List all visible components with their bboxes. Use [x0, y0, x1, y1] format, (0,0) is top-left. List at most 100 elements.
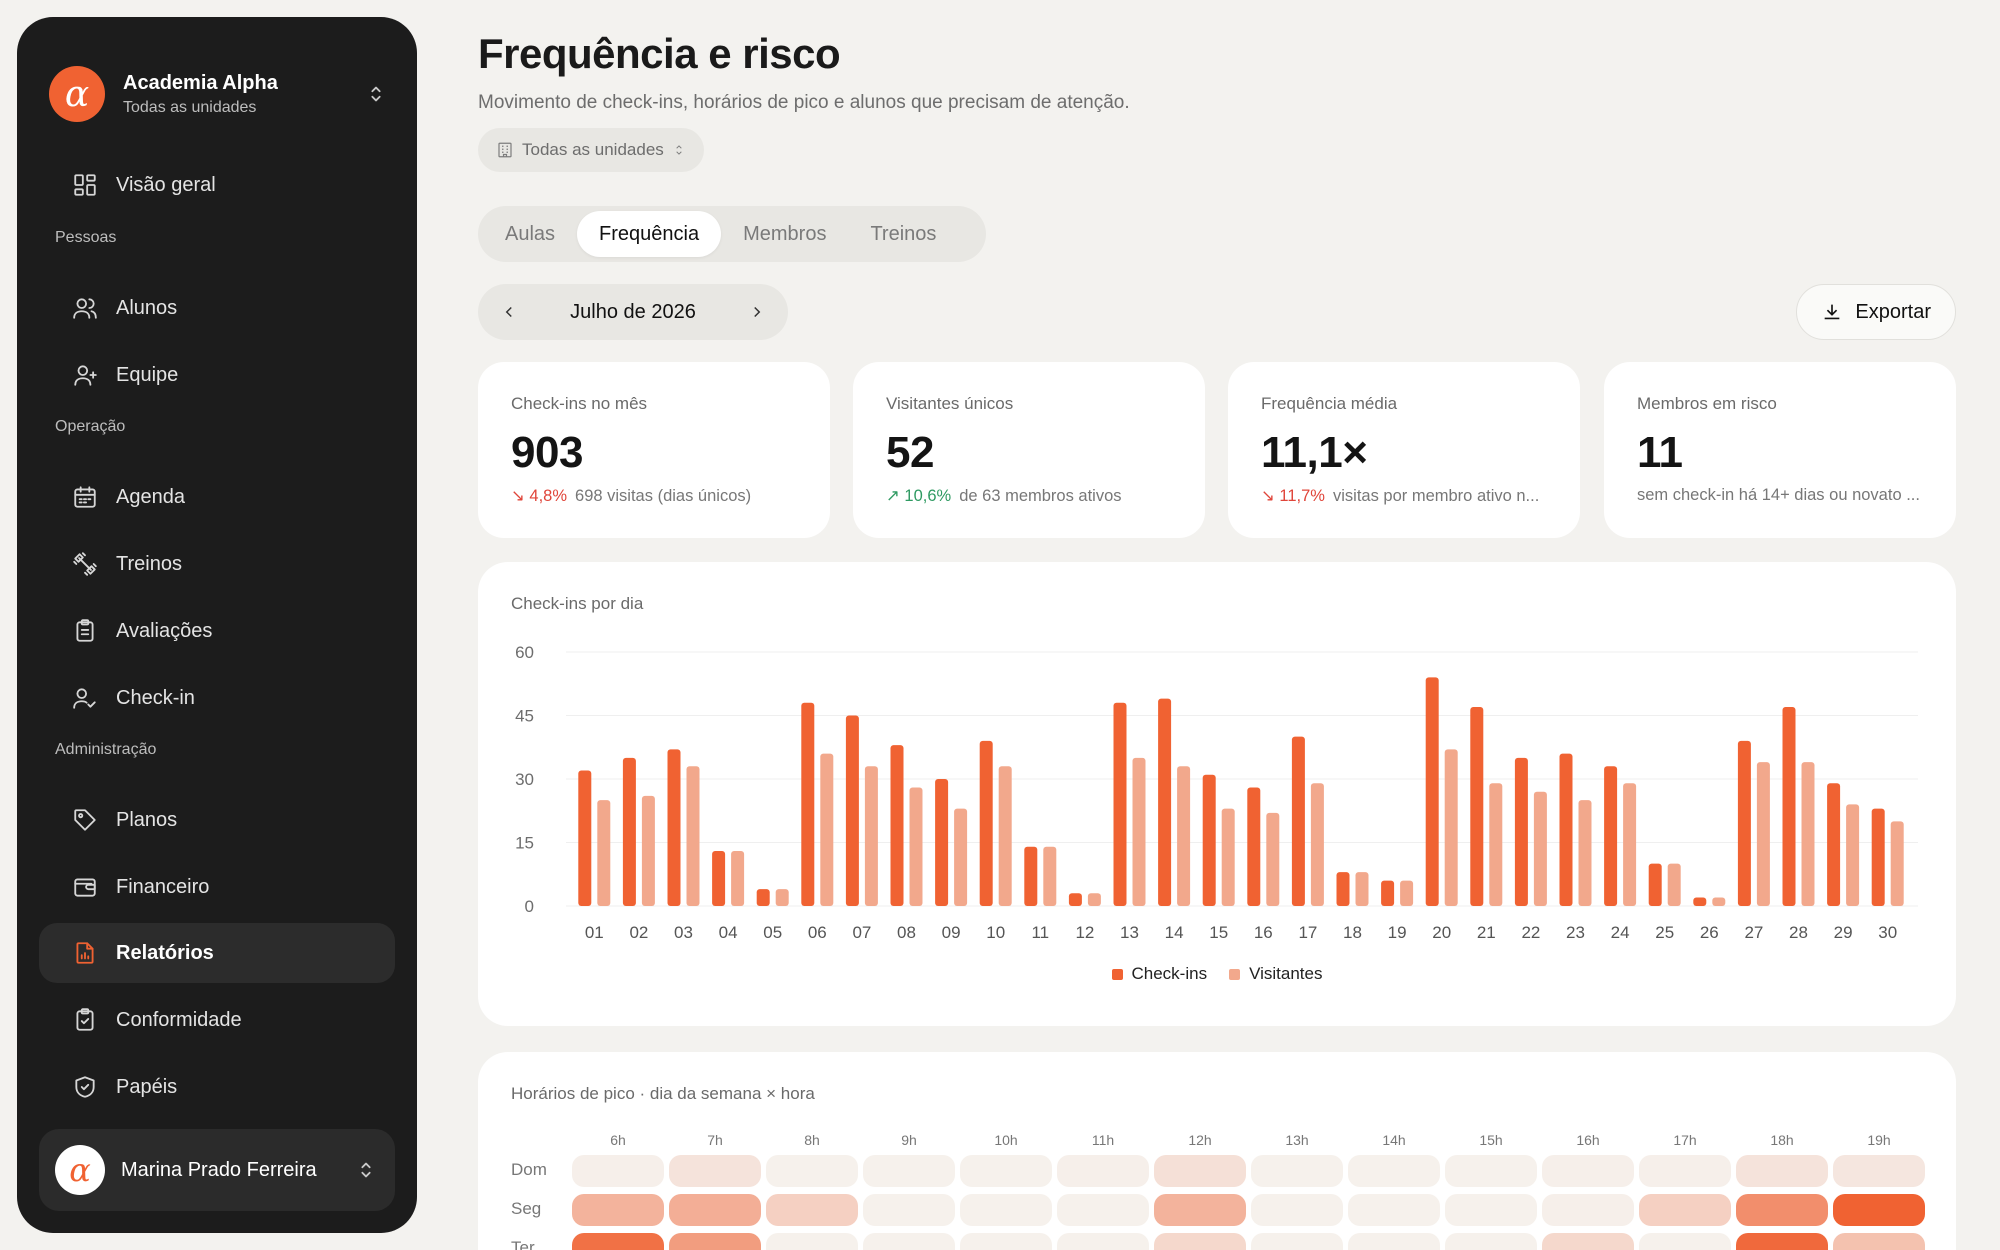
- heatmap-cell[interactable]: [669, 1233, 761, 1250]
- x-tick-label: 20: [1432, 923, 1451, 942]
- bar-visitantes-16: [1266, 812, 1280, 906]
- heatmap-cell[interactable]: [1348, 1233, 1440, 1250]
- heatmap-cell[interactable]: [1445, 1233, 1537, 1250]
- sidebar-item-label: Papéis: [116, 1075, 178, 1098]
- sidebar-item-label: Planos: [116, 808, 178, 831]
- heatmap-cell[interactable]: [572, 1194, 664, 1226]
- heatmap-cell[interactable]: [1542, 1155, 1634, 1187]
- heatmap-cell[interactable]: [1154, 1233, 1246, 1250]
- heatmap-cell[interactable]: [863, 1194, 955, 1226]
- wallet-icon: [74, 878, 96, 897]
- bar-checkins-11: [1024, 846, 1038, 906]
- heatmap-cell[interactable]: [1542, 1194, 1634, 1226]
- heatmap-cell[interactable]: [1251, 1233, 1343, 1250]
- hour-label: 16h: [1576, 1132, 1600, 1148]
- heatmap-cell[interactable]: [1833, 1233, 1925, 1250]
- heatmap-cell[interactable]: [1057, 1155, 1149, 1187]
- sidebar-item-equipe[interactable]: Equipe: [39, 345, 395, 405]
- heatmap-cell[interactable]: [863, 1233, 955, 1250]
- tag-icon: [74, 809, 96, 831]
- heatmap-cell[interactable]: [1445, 1155, 1537, 1187]
- x-tick-label: 15: [1209, 923, 1228, 942]
- heatmap-cell[interactable]: [766, 1233, 858, 1250]
- unit-filter-label: Todas as unidades: [522, 140, 664, 159]
- heatmap-cell[interactable]: [1057, 1233, 1149, 1250]
- sidebar-item-agenda[interactable]: Agenda: [39, 467, 395, 527]
- sidebar: α Academia Alpha Todas as unidades Visão…: [17, 17, 417, 1233]
- hour-label: 11h: [1091, 1132, 1115, 1148]
- heatmap-cell[interactable]: [572, 1155, 664, 1187]
- chevron-right-icon[interactable]: [748, 303, 766, 321]
- heatmap-cell[interactable]: [1154, 1194, 1246, 1226]
- bar-visitantes-10: [998, 766, 1012, 906]
- bar-visitantes-05: [775, 889, 789, 906]
- heatmap-cell[interactable]: [766, 1194, 858, 1226]
- tab-aulas[interactable]: Aulas: [505, 222, 556, 245]
- heatmap-cell[interactable]: [1251, 1194, 1343, 1226]
- heatmap-cell[interactable]: [1542, 1233, 1634, 1250]
- sidebar-item-papeis[interactable]: Papéis: [39, 1057, 395, 1117]
- bar-checkins-26: [1693, 897, 1707, 906]
- sidebar-item-treinos[interactable]: Treinos: [39, 534, 395, 594]
- day-label: Seg: [511, 1199, 542, 1218]
- heatmap-cell[interactable]: [960, 1194, 1052, 1226]
- heatmap-cell[interactable]: [960, 1233, 1052, 1250]
- bar-checkins-08: [890, 745, 904, 906]
- sidebar-item-label: Equipe: [116, 363, 179, 386]
- x-tick-label: 28: [1789, 923, 1808, 942]
- workspace-switcher[interactable]: α Academia Alpha Todas as unidades: [49, 49, 387, 139]
- heatmap-cell[interactable]: [863, 1155, 955, 1187]
- heatmap-cell[interactable]: [1348, 1194, 1440, 1226]
- heatmap-cell[interactable]: [1639, 1155, 1731, 1187]
- tab-frequencia[interactable]: Frequência: [577, 211, 722, 257]
- sidebar-item-avaliacoes[interactable]: Avaliações: [39, 601, 395, 661]
- heatmap-cell[interactable]: [1736, 1233, 1828, 1250]
- heatmap-cell[interactable]: [1251, 1155, 1343, 1187]
- heatmap-cell[interactable]: [1736, 1194, 1828, 1226]
- heatmap-cell[interactable]: [960, 1155, 1052, 1187]
- bar-checkins-12: [1068, 893, 1082, 906]
- bar-checkins-07: [845, 715, 859, 906]
- x-tick-label: 19: [1388, 923, 1407, 942]
- unit-filter[interactable]: Todas as unidades: [478, 128, 704, 172]
- sidebar-item-financeiro[interactable]: Financeiro: [39, 857, 395, 917]
- user-menu[interactable]: α Marina Prado Ferreira: [39, 1129, 395, 1211]
- kpi-delta: ↘ 4,8%: [511, 487, 568, 505]
- bar-checkins-05: [756, 889, 770, 906]
- heatmap-cell[interactable]: [1833, 1194, 1925, 1226]
- heatmap-cell[interactable]: [1833, 1155, 1925, 1187]
- heatmap-cell[interactable]: [1736, 1155, 1828, 1187]
- x-tick-label: 14: [1165, 923, 1184, 942]
- heatmap-cell[interactable]: [669, 1155, 761, 1187]
- sidebar-item-visao-geral[interactable]: Visão geral: [39, 155, 395, 215]
- sidebar-item-planos[interactable]: Planos: [39, 790, 395, 850]
- heatmap-cell[interactable]: [1154, 1155, 1246, 1187]
- heatmap-cell[interactable]: [1348, 1155, 1440, 1187]
- bar-checkins-30: [1871, 808, 1885, 906]
- tab-treinos[interactable]: Treinos: [870, 222, 937, 245]
- heatmap-cell[interactable]: [766, 1155, 858, 1187]
- heatmap-cell[interactable]: [1639, 1233, 1731, 1250]
- heatmap-cell[interactable]: [1057, 1194, 1149, 1226]
- sidebar-item-label: Visão geral: [116, 173, 216, 196]
- x-tick-label: 04: [719, 923, 738, 942]
- sidebar-item-check-in[interactable]: Check-in: [39, 668, 395, 728]
- sidebar-item-alunos[interactable]: Alunos: [39, 278, 395, 338]
- heatmap-cell[interactable]: [572, 1233, 664, 1250]
- bar-visitantes-30: [1890, 821, 1904, 906]
- bar-checkins-21: [1470, 707, 1484, 906]
- x-tick-label: 29: [1834, 923, 1853, 942]
- export-button[interactable]: Exportar: [1796, 284, 1956, 340]
- heatmap-cell[interactable]: [1445, 1194, 1537, 1226]
- sidebar-item-relatorios[interactable]: Relatórios: [39, 923, 395, 983]
- tab-membros[interactable]: Membros: [743, 222, 827, 245]
- heatmap-cell[interactable]: [1639, 1194, 1731, 1226]
- x-tick-label: 30: [1878, 923, 1897, 942]
- chevron-left-icon[interactable]: [500, 303, 518, 321]
- legend-label: Check-ins: [1131, 964, 1208, 983]
- y-tick-label: 30: [515, 770, 534, 789]
- sidebar-item-conformidade[interactable]: Conformidade: [39, 990, 395, 1050]
- y-tick-label: 60: [515, 643, 534, 662]
- kpi-delta: ↘ 11,7%: [1261, 487, 1325, 505]
- heatmap-cell[interactable]: [669, 1194, 761, 1226]
